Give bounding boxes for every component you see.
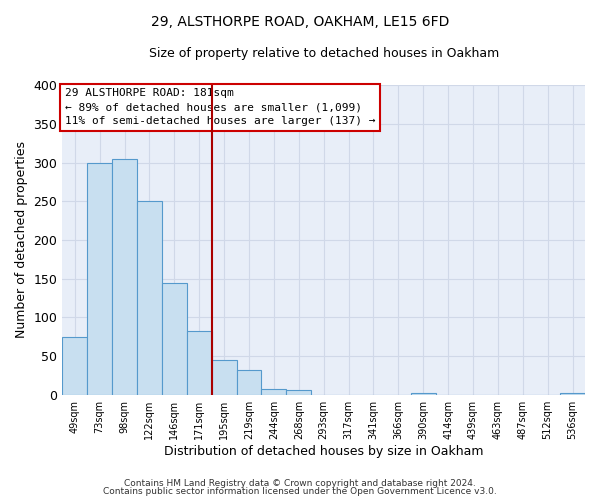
Bar [560,393,585,394]
Bar [62,338,87,394]
X-axis label: Distribution of detached houses by size in Oakham: Distribution of detached houses by size … [164,444,484,458]
Text: Contains HM Land Registry data © Crown copyright and database right 2024.: Contains HM Land Registry data © Crown c… [124,478,476,488]
Text: Contains public sector information licensed under the Open Government Licence v3: Contains public sector information licen… [103,487,497,496]
Bar [112,159,137,394]
Text: 29, ALSTHORPE ROAD, OAKHAM, LE15 6FD: 29, ALSTHORPE ROAD, OAKHAM, LE15 6FD [151,15,449,29]
Title: Size of property relative to detached houses in Oakham: Size of property relative to detached ho… [149,48,499,60]
Bar [162,284,187,395]
Bar [212,360,236,394]
Bar [137,202,162,394]
Bar [87,162,112,394]
Text: 29 ALSTHORPE ROAD: 181sqm
← 89% of detached houses are smaller (1,099)
11% of se: 29 ALSTHORPE ROAD: 181sqm ← 89% of detac… [65,88,376,126]
Y-axis label: Number of detached properties: Number of detached properties [15,142,28,338]
Bar [236,370,262,394]
Bar [286,390,311,394]
Bar [187,330,212,394]
Bar [262,388,286,394]
Bar [411,393,436,394]
